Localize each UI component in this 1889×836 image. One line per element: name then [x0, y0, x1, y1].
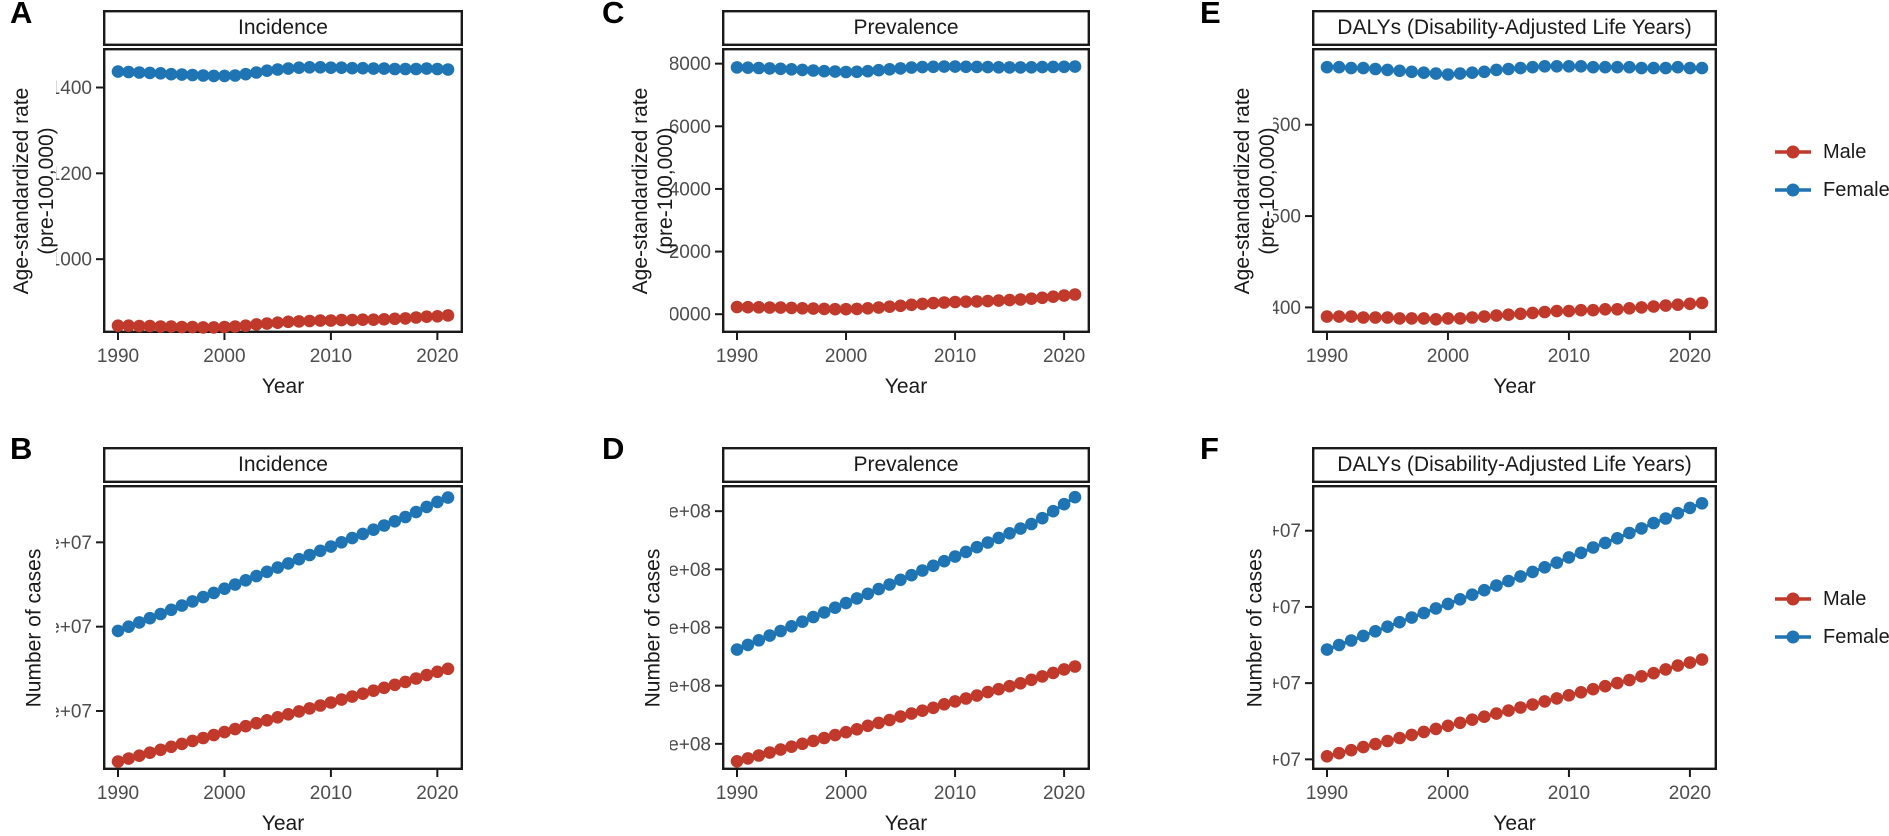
y-axis-title: Number of cases [1243, 548, 1267, 707]
male-line-dot-icon [1775, 145, 1811, 159]
svg-text:2010: 2010 [310, 783, 352, 804]
svg-text:5e+07: 5e+07 [56, 533, 92, 554]
y-axis-title: Number of cases [22, 548, 46, 707]
panel-title-strip: Prevalence [853, 16, 959, 39]
panel-d: D Number of cases Prevalence 3e+08 4e+08 5… [565, 418, 1195, 836]
y-axis-title: Age-standardized rate (pre-100,000) [629, 87, 677, 294]
y-axis-title: Age-standardized rate (pre-100,000) [1231, 87, 1279, 294]
panel-letter-e: E [1200, 0, 1221, 30]
svg-text:2020: 2020 [416, 783, 458, 804]
svg-text:2000: 2000 [825, 346, 867, 367]
panel-title-strip: Prevalence [853, 453, 959, 476]
svg-text:3e+08: 3e+08 [670, 734, 711, 755]
chart-dalys-cases: 1.0e+07 1.5e+07 2.0e+07 2.5e+07 1990 2000 2010… [1273, 447, 1718, 804]
svg-text:2020: 2020 [416, 346, 458, 367]
svg-text:2010: 2010 [934, 783, 976, 804]
svg-text:1400: 1400 [56, 78, 92, 99]
y-axis-title: Age-standardized rate (pre-100,000) [10, 87, 58, 294]
panel-letter-b: B [10, 431, 33, 466]
panel-title-strip: Incidence [238, 16, 328, 39]
x-axis-title: Year [1493, 375, 1536, 398]
svg-text:1990: 1990 [97, 346, 139, 367]
svg-text:1990: 1990 [716, 346, 758, 367]
panel-c: C Age-standardized rate (pre-100,000) Pr… [565, 0, 1195, 418]
svg-text:1200: 1200 [56, 164, 92, 185]
y-axis-title: Number of cases [641, 548, 665, 707]
panel-letter-f: F [1200, 431, 1219, 466]
svg-text:2000: 2000 [1427, 783, 1469, 804]
svg-text:14000: 14000 [670, 179, 711, 200]
svg-text:2010: 2010 [1548, 783, 1590, 804]
legend-label-male: Male [1823, 588, 1867, 610]
svg-text:16000: 16000 [670, 117, 711, 138]
female-line-dot-icon [1775, 183, 1811, 197]
svg-text:5e+08: 5e+08 [670, 618, 711, 639]
svg-text:500: 500 [1273, 207, 1301, 228]
panel-f: F Number of cases DALYs (Disability-Adju… [1195, 418, 1730, 836]
panel-b: B Number of cases Incidence 3e+07 4e+07 5e… [0, 418, 565, 836]
panel-title-strip: DALYs (Disability-Adjusted Life Years) [1337, 16, 1692, 39]
legend-item-female: Female [1730, 171, 1889, 209]
chart-prevalence-cases: 3e+08 4e+08 5e+08 6e+08 7e+08 1990 2000 2010 202… [670, 447, 1091, 804]
chart-incidence-cases: 3e+07 4e+07 5e+07 1990 2000 2010 2020 [56, 447, 464, 804]
svg-text:1000: 1000 [56, 250, 92, 271]
svg-text:2010: 2010 [1548, 346, 1590, 367]
panel-letter-d: D [602, 431, 625, 466]
legend-item-male: Male [1730, 580, 1889, 618]
legend-label-male: Male [1823, 141, 1867, 163]
svg-text:2020: 2020 [1669, 346, 1711, 367]
x-axis-title: Year [261, 812, 305, 835]
x-axis-title: Year [884, 812, 928, 835]
chart-incidence-rate: 1000 1200 1400 1990 2000 2010 2020 [56, 10, 464, 367]
x-axis-title: Year [1493, 812, 1536, 835]
svg-text:12000: 12000 [670, 242, 711, 263]
panel-letter-a: A [10, 0, 33, 30]
x-axis-title: Year [884, 375, 928, 398]
svg-text:1990: 1990 [1306, 783, 1348, 804]
svg-text:2000: 2000 [203, 346, 245, 367]
svg-text:2020: 2020 [1043, 783, 1085, 804]
legend-label-female: Female [1823, 626, 1889, 648]
svg-text:1.5e+07: 1.5e+07 [1273, 674, 1301, 695]
svg-text:2020: 2020 [1669, 783, 1711, 804]
svg-text:10000: 10000 [670, 305, 711, 326]
svg-text:600: 600 [1273, 115, 1301, 136]
svg-text:2000: 2000 [825, 783, 867, 804]
panel-letter-c: C [602, 0, 625, 30]
legend-label-female: Female [1823, 179, 1889, 201]
svg-text:4e+08: 4e+08 [670, 676, 711, 697]
svg-text:2000: 2000 [1427, 346, 1469, 367]
chart-dalys-rate: 400 500 600 1990 2000 2010 2020 [1273, 10, 1718, 367]
legend-row-2: Male Female [1730, 580, 1889, 656]
svg-text:6e+08: 6e+08 [670, 560, 711, 581]
male-line-dot-icon [1775, 592, 1811, 606]
svg-text:18000: 18000 [670, 54, 711, 75]
panel-title-strip: DALYs (Disability-Adjusted Life Years) [1337, 453, 1692, 476]
svg-text:3e+07: 3e+07 [56, 701, 92, 722]
panel-a: A Age-standardized rate (pre-100,000) In… [0, 0, 565, 418]
svg-text:2010: 2010 [934, 346, 976, 367]
svg-text:1990: 1990 [97, 783, 139, 804]
svg-text:2010: 2010 [310, 346, 352, 367]
svg-text:2000: 2000 [203, 783, 245, 804]
chart-prevalence-rate: 10000 12000 14000 16000 18000 1990 2000 2010 202… [670, 10, 1091, 367]
legend-row-1: Male Female [1730, 133, 1889, 209]
svg-text:1990: 1990 [1306, 346, 1348, 367]
svg-text:400: 400 [1273, 298, 1301, 319]
svg-text:1.0e+07: 1.0e+07 [1273, 750, 1301, 771]
svg-text:2.0e+07: 2.0e+07 [1273, 597, 1301, 618]
panel-e: E Age-standardized rate (pre-100,000) DA… [1195, 0, 1730, 418]
svg-text:2.5e+07: 2.5e+07 [1273, 521, 1301, 542]
svg-text:1990: 1990 [716, 783, 758, 804]
female-line-dot-icon [1775, 630, 1811, 644]
svg-text:2020: 2020 [1043, 346, 1085, 367]
legend-item-female: Female [1730, 618, 1889, 656]
svg-text:4e+07: 4e+07 [56, 617, 92, 638]
x-axis-title: Year [261, 375, 305, 398]
panel-title-strip: Incidence [238, 453, 328, 476]
svg-text:7e+08: 7e+08 [670, 502, 711, 523]
legend-item-male: Male [1730, 133, 1889, 171]
